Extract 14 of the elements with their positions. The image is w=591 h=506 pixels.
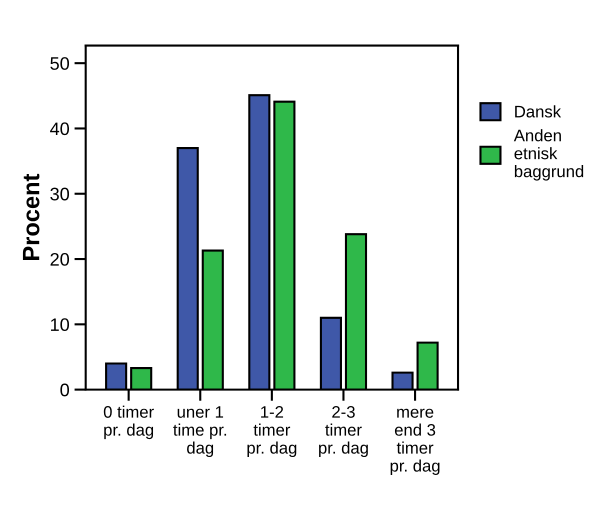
y-tick-label: 20 — [50, 252, 70, 266]
y-tick-label: 0 — [60, 384, 70, 396]
y-axis-title: Procent — [22, 174, 40, 260]
y-tick-label: 30 — [50, 188, 70, 200]
legend-label: Dansk — [515, 105, 562, 118]
x-tick-label: 2-3 timer pr. dag — [319, 406, 368, 458]
x-tick-label: 1-2 timer pr. dag — [247, 406, 296, 458]
y-tick-label: 50 — [50, 57, 70, 70]
x-tick-label: mere end 3 timer pr. dag — [390, 408, 440, 475]
x-tick-label: 0 timer pr. dag — [104, 406, 154, 440]
x-tick-label: uner 1 time pr. dag — [173, 406, 226, 458]
y-tick-label: 40 — [50, 122, 70, 136]
legend-label: Anden etnisk baggrund — [514, 129, 584, 181]
y-tick-label: 10 — [51, 318, 70, 332]
